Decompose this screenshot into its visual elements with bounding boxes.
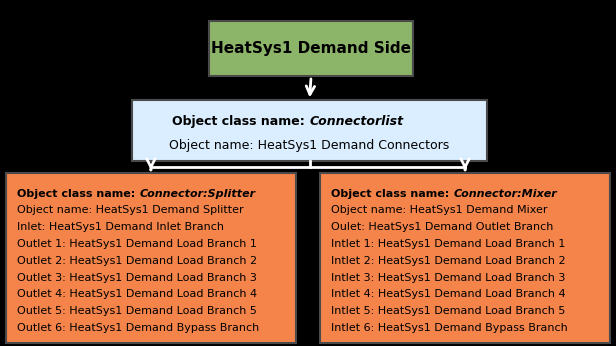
Text: Intlet 3: HeatSys1 Demand Load Branch 3: Intlet 3: HeatSys1 Demand Load Branch 3	[331, 273, 565, 283]
Text: Outlet 1: HeatSys1 Demand Load Branch 1: Outlet 1: HeatSys1 Demand Load Branch 1	[17, 239, 257, 249]
Text: Intlet 6: HeatSys1 Demand Bypass Branch: Intlet 6: HeatSys1 Demand Bypass Branch	[331, 323, 568, 333]
Text: Inlet: HeatSys1 Demand Inlet Branch: Inlet: HeatSys1 Demand Inlet Branch	[17, 222, 224, 232]
Text: Intlet 1: HeatSys1 Demand Load Branch 1: Intlet 1: HeatSys1 Demand Load Branch 1	[331, 239, 565, 249]
FancyBboxPatch shape	[320, 173, 610, 343]
FancyBboxPatch shape	[209, 21, 413, 76]
Text: Intlet 4: HeatSys1 Demand Load Branch 4: Intlet 4: HeatSys1 Demand Load Branch 4	[331, 290, 566, 299]
Text: Oulet: HeatSys1 Demand Outlet Branch: Oulet: HeatSys1 Demand Outlet Branch	[331, 222, 554, 232]
Text: Connector:Mixer: Connector:Mixer	[453, 189, 557, 199]
Text: Outlet 6: HeatSys1 Demand Bypass Branch: Outlet 6: HeatSys1 Demand Bypass Branch	[17, 323, 259, 333]
Text: Object class name:: Object class name:	[17, 189, 139, 199]
Text: Object class name:: Object class name:	[172, 115, 309, 128]
Text: Outlet 5: HeatSys1 Demand Load Branch 5: Outlet 5: HeatSys1 Demand Load Branch 5	[17, 306, 257, 316]
Text: Outlet 2: HeatSys1 Demand Load Branch 2: Outlet 2: HeatSys1 Demand Load Branch 2	[17, 256, 257, 266]
Text: Object name: HeatSys1 Demand Splitter: Object name: HeatSys1 Demand Splitter	[17, 205, 244, 215]
Text: Outlet 3: HeatSys1 Demand Load Branch 3: Outlet 3: HeatSys1 Demand Load Branch 3	[17, 273, 257, 283]
Text: Connector:Splitter: Connector:Splitter	[139, 189, 256, 199]
Text: Intlet 2: HeatSys1 Demand Load Branch 2: Intlet 2: HeatSys1 Demand Load Branch 2	[331, 256, 566, 266]
Text: Intlet 5: HeatSys1 Demand Load Branch 5: Intlet 5: HeatSys1 Demand Load Branch 5	[331, 306, 565, 316]
Text: Outlet 4: HeatSys1 Demand Load Branch 4: Outlet 4: HeatSys1 Demand Load Branch 4	[17, 290, 257, 299]
Text: Connectorlist: Connectorlist	[309, 115, 403, 128]
Text: Object name: HeatSys1 Demand Mixer: Object name: HeatSys1 Demand Mixer	[331, 205, 548, 215]
Text: Object name: HeatSys1 Demand Connectors: Object name: HeatSys1 Demand Connectors	[169, 139, 450, 152]
Text: Object class name:: Object class name:	[331, 189, 453, 199]
FancyBboxPatch shape	[132, 100, 487, 161]
Text: HeatSys1 Demand Side: HeatSys1 Demand Side	[211, 41, 411, 56]
FancyBboxPatch shape	[6, 173, 296, 343]
